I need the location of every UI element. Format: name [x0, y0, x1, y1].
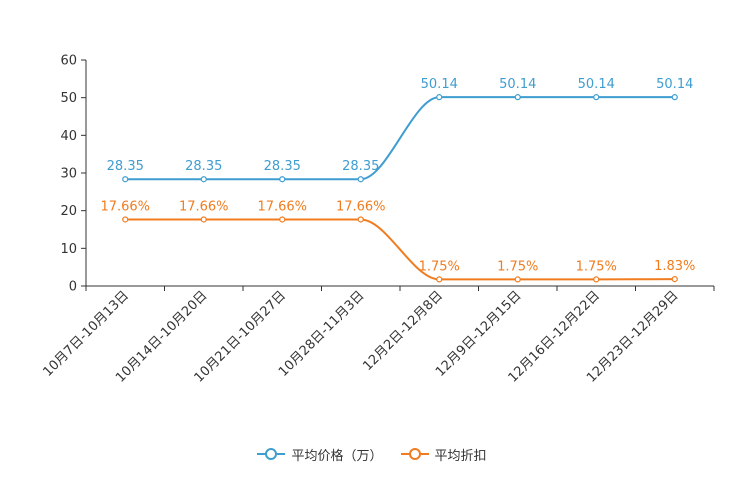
data-point-1-3 [357, 216, 364, 223]
data-point-0-7 [671, 94, 678, 101]
data-point-1-5 [514, 276, 521, 283]
x-tick-label: 10月7日-10月13日 [40, 288, 132, 380]
data-point-0-0 [122, 176, 129, 183]
legend: 平均价格（万） 平均折扣 [0, 443, 744, 465]
legend-item-discount[interactable]: 平均折扣 [400, 445, 487, 464]
data-label-1-6: 1.75% [576, 259, 617, 274]
series-line-1 [125, 218, 675, 281]
x-tick-label: 12月2日-12月8日 [360, 288, 446, 374]
y-tick-label: 40 [60, 129, 77, 144]
data-label-1-7: 1.83% [654, 259, 695, 274]
data-label-0-3: 28.35 [342, 159, 379, 174]
data-label-1-0: 17.66% [100, 199, 150, 214]
data-point-0-2 [279, 176, 286, 183]
series-points [122, 94, 678, 283]
y-tick-label: 20 [60, 204, 77, 219]
data-label-0-1: 28.35 [185, 159, 222, 174]
legend-label-discount: 平均折扣 [434, 448, 487, 464]
data-label-1-1: 17.66% [179, 199, 229, 214]
y-tick-label: 60 [60, 54, 77, 69]
y-tick-label: 50 [60, 91, 77, 106]
y-tick-label: 10 [60, 242, 77, 257]
legend-line-circle-icon [400, 448, 429, 460]
data-label-0-7: 50.14 [656, 77, 693, 92]
x-tick-label: 10月28日-11月3日 [276, 288, 368, 380]
data-label-0-2: 28.35 [264, 159, 301, 174]
data-point-1-0 [122, 216, 129, 223]
data-point-0-1 [200, 176, 207, 183]
data-labels: 28.35 28.35 28.35 28.35 50.14 50.14 50.14 50.14… [100, 77, 695, 274]
x-tick-label: 12月9日-12月15日 [433, 288, 525, 380]
data-point-1-1 [200, 216, 207, 223]
data-label-1-3: 17.66% [336, 199, 386, 214]
data-label-1-2: 17.66% [257, 199, 307, 214]
data-point-0-4 [436, 94, 443, 101]
data-label-1-5: 1.75% [497, 259, 538, 274]
legend-item-price[interactable]: 平均价格（万） [257, 445, 383, 464]
data-point-1-7 [671, 276, 678, 283]
legend-label-price: 平均价格（万） [291, 448, 383, 464]
data-point-1-2 [279, 216, 286, 223]
series-lines [125, 96, 675, 281]
data-point-1-6 [593, 276, 600, 283]
data-point-1-4 [436, 276, 443, 283]
data-point-0-5 [514, 94, 521, 101]
data-label-0-5: 50.14 [499, 77, 536, 92]
legend-line-circle-icon [257, 448, 286, 460]
data-label-0-4: 50.14 [421, 77, 458, 92]
y-tick-label: 0 [69, 280, 77, 295]
data-label-0-0: 28.35 [107, 159, 144, 174]
data-point-0-6 [593, 94, 600, 101]
series-line-0 [125, 96, 675, 181]
y-tick-label: 30 [60, 167, 77, 182]
data-label-0-6: 50.14 [578, 77, 615, 92]
data-point-0-3 [357, 176, 364, 183]
data-label-1-4: 1.75% [419, 259, 460, 274]
